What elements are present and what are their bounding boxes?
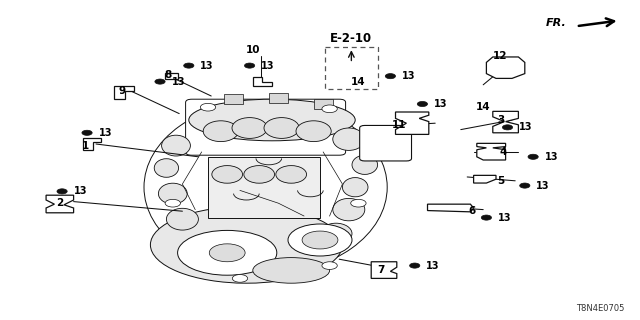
Ellipse shape [161,135,191,156]
Ellipse shape [232,117,268,138]
Text: 2: 2 [56,198,63,208]
Ellipse shape [144,101,387,274]
Ellipse shape [166,208,198,230]
Text: 13: 13 [402,71,415,81]
Text: 5: 5 [497,176,505,186]
Ellipse shape [189,99,355,141]
Ellipse shape [204,121,238,141]
Text: 14: 14 [476,102,490,112]
Text: 12: 12 [493,51,508,61]
Text: 10: 10 [246,44,260,55]
Ellipse shape [244,166,275,183]
Text: 4: 4 [500,147,508,157]
Bar [314,99,333,109]
Text: 13: 13 [545,152,558,162]
Ellipse shape [320,223,352,244]
Text: 3: 3 [497,115,505,125]
Text: 9: 9 [118,86,125,96]
FancyBboxPatch shape [186,99,346,155]
Text: 13: 13 [99,128,112,138]
Polygon shape [493,111,518,133]
Polygon shape [46,195,74,213]
Circle shape [417,101,428,107]
Polygon shape [253,77,272,86]
Polygon shape [474,175,496,183]
Circle shape [244,63,255,68]
Ellipse shape [333,198,365,221]
Text: 13: 13 [498,212,511,223]
Circle shape [520,183,530,188]
Ellipse shape [253,258,330,283]
Bar [325,47,378,89]
Polygon shape [165,73,178,79]
Circle shape [184,63,194,68]
Circle shape [165,199,180,207]
Text: 1: 1 [81,140,89,151]
Polygon shape [83,138,101,150]
Bar [224,94,243,104]
Text: 13: 13 [172,76,185,87]
Circle shape [410,263,420,268]
Ellipse shape [276,166,307,183]
Circle shape [385,74,396,79]
Circle shape [57,189,67,194]
Polygon shape [114,86,134,99]
Circle shape [200,103,216,111]
Ellipse shape [288,224,352,256]
Circle shape [209,244,245,262]
Ellipse shape [342,178,368,197]
Text: 13: 13 [426,260,440,271]
Circle shape [351,199,366,207]
Circle shape [481,215,492,220]
Ellipse shape [159,183,188,204]
Ellipse shape [154,159,179,177]
Circle shape [528,154,538,159]
Ellipse shape [352,155,378,174]
Ellipse shape [296,121,332,141]
Text: E-2-10: E-2-10 [330,32,372,45]
Circle shape [155,79,165,84]
Polygon shape [371,262,397,278]
Text: FR.: FR. [546,18,566,28]
Text: 13: 13 [519,122,532,132]
Circle shape [322,262,337,269]
Circle shape [302,231,338,249]
Ellipse shape [212,166,243,183]
Text: 8: 8 [164,70,172,80]
Text: 13: 13 [200,60,214,71]
Polygon shape [396,112,429,134]
Circle shape [502,125,513,130]
Text: 11: 11 [392,120,406,130]
Text: 13: 13 [536,180,550,191]
Polygon shape [486,57,525,78]
Polygon shape [477,143,506,160]
Circle shape [322,105,337,113]
Text: T8N4E0705: T8N4E0705 [575,304,624,313]
FancyBboxPatch shape [360,125,412,161]
Ellipse shape [264,117,300,138]
Text: 13: 13 [261,60,275,71]
FancyBboxPatch shape [208,157,320,218]
Text: 13: 13 [434,99,447,109]
Text: 6: 6 [468,206,476,216]
Bar [269,93,288,103]
Text: 7: 7 [377,265,385,276]
Circle shape [232,275,248,282]
Ellipse shape [178,230,277,275]
Circle shape [82,130,92,135]
Ellipse shape [150,206,342,283]
Text: 13: 13 [74,186,87,196]
Polygon shape [428,204,474,212]
Text: 14: 14 [351,76,365,87]
Ellipse shape [333,128,365,150]
